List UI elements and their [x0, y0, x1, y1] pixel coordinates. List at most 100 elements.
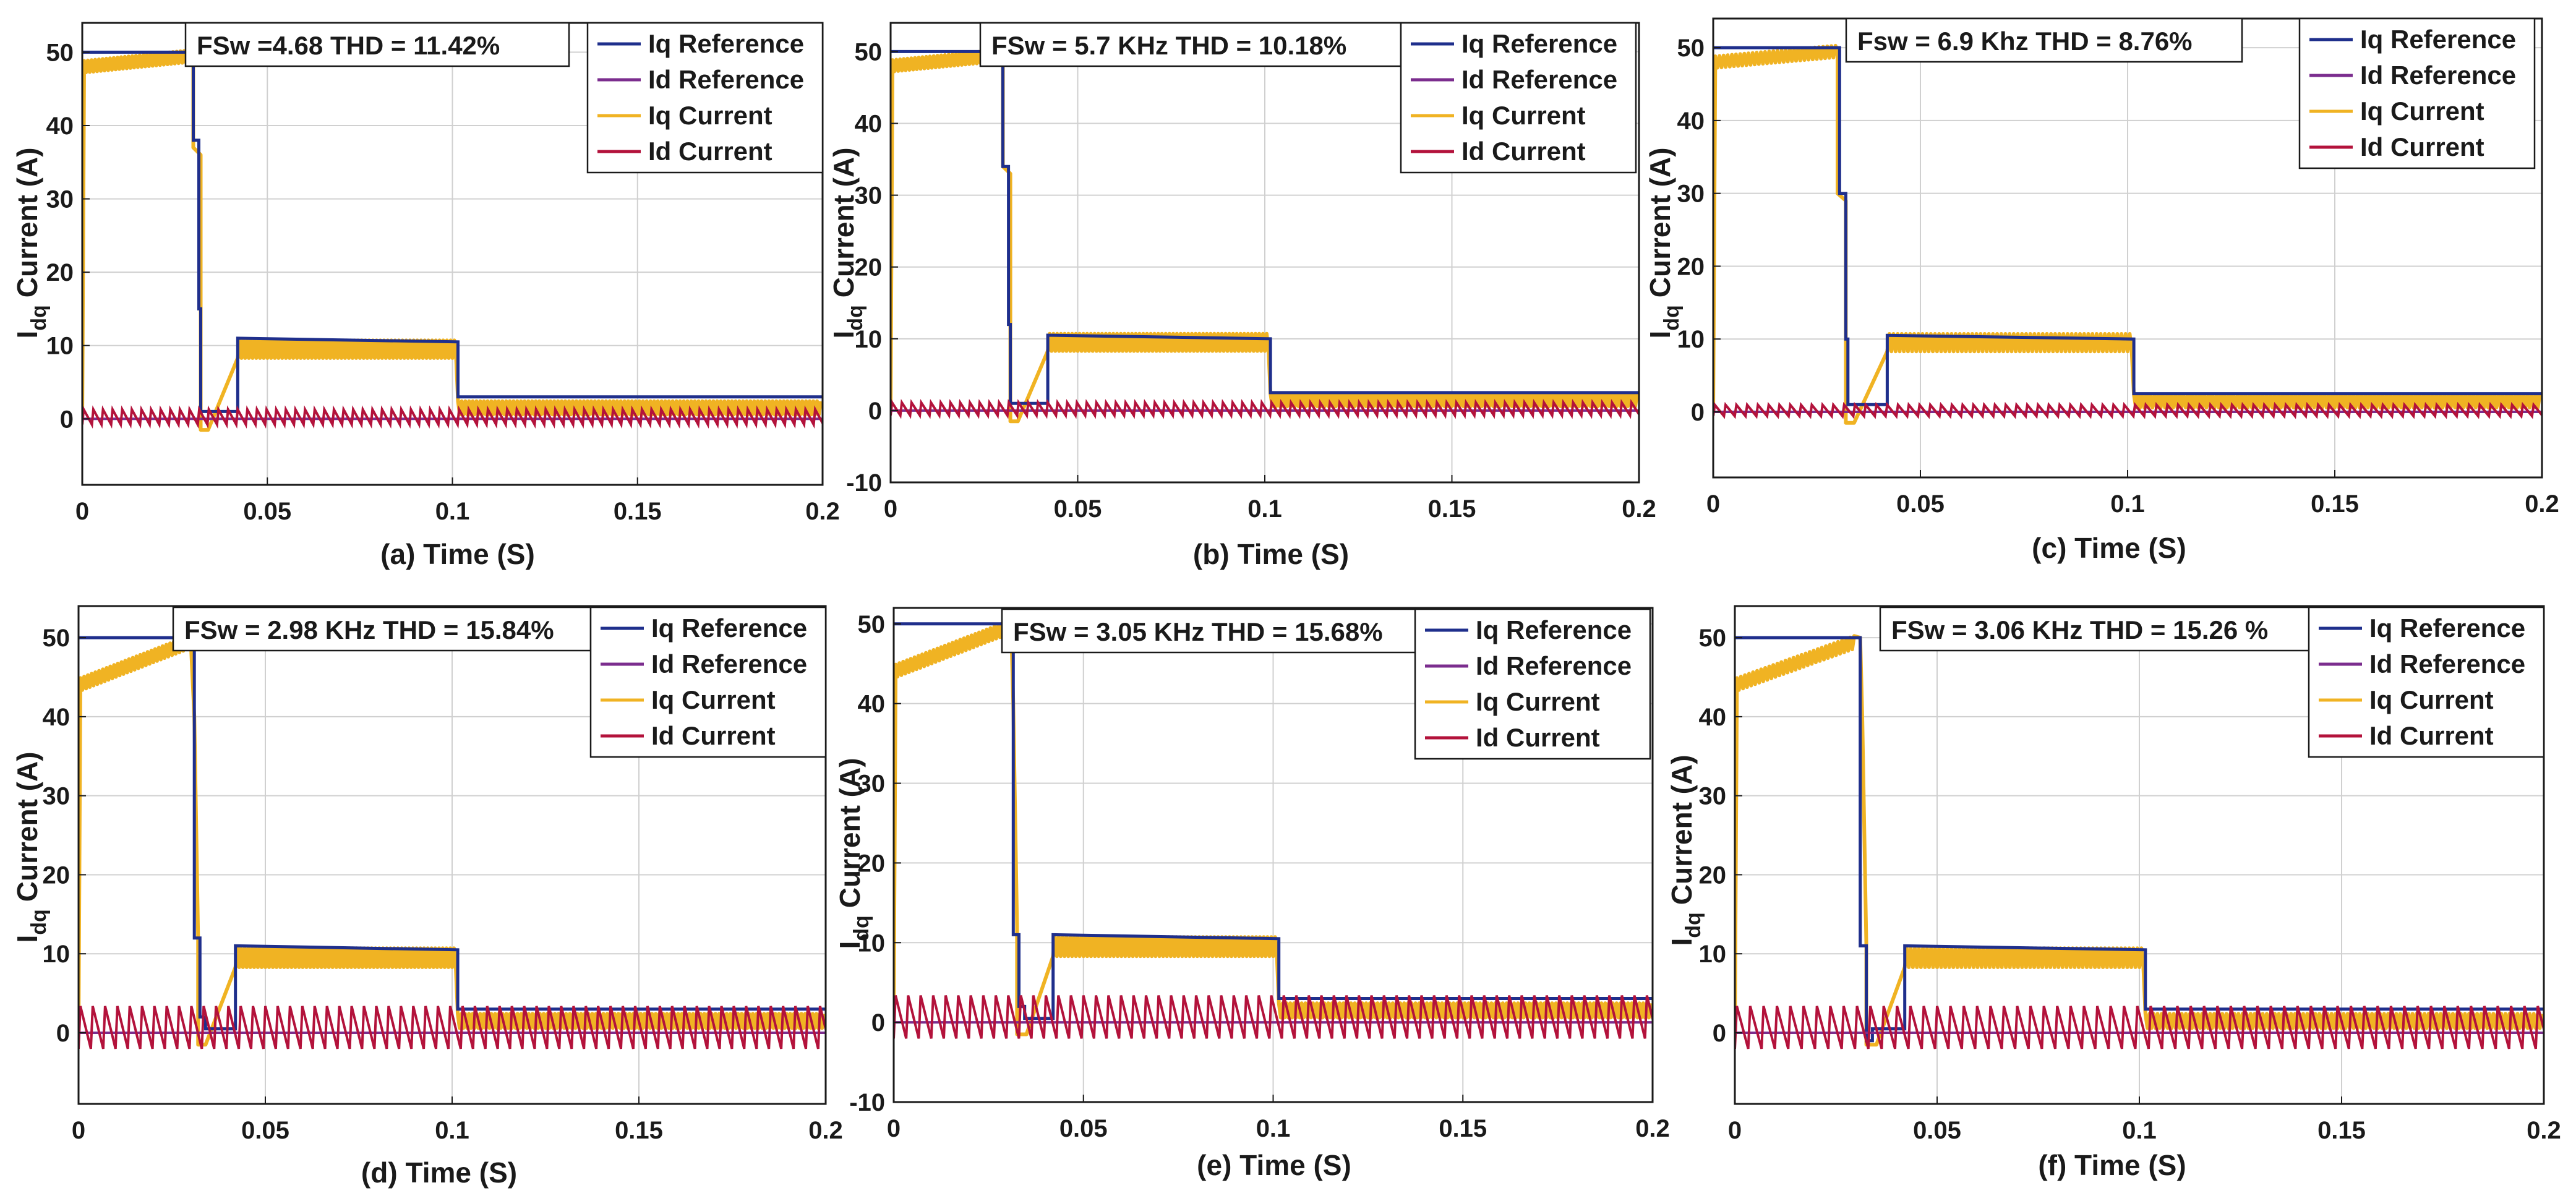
x-tick-label: 0.15 — [1439, 1115, 1487, 1142]
annotation-text: FSw = 3.05 KHz THD = 15.68% — [1013, 617, 1383, 646]
y-tick-label: 50 — [43, 625, 71, 652]
y-tick-label: 30 — [46, 186, 74, 213]
legend-box — [2298, 17, 2536, 169]
series-line-iq-reference — [1735, 636, 2544, 1043]
y-tick-label: 50 — [858, 611, 886, 638]
annotation-box — [979, 22, 1402, 67]
y-tick-label: 0 — [868, 398, 882, 425]
series-line-id-current — [79, 1006, 826, 1049]
y-tick-label: 20 — [43, 861, 71, 889]
series-line-id-current — [1713, 401, 2542, 419]
annotation-box — [1845, 17, 2243, 63]
legend-label-id-reference: Id Reference — [1476, 651, 1632, 680]
series-traces — [82, 48, 823, 432]
y-axis-label: IdqCurrent (A) — [828, 147, 867, 338]
legend-label-iq-reference: Iq Reference — [2360, 25, 2516, 54]
legend-label-iq-reference: Iq Reference — [1461, 29, 1617, 58]
legend-label-iq-current: Iq Current — [648, 101, 772, 130]
x-axis-label: (e) Time (S) — [1197, 1149, 1351, 1181]
y-tick-label: 10 — [858, 930, 886, 957]
y-tick-label: 0 — [1713, 1020, 1726, 1047]
chart-panel-f: 0 0.05 0.1 0.15 0.2 0 10 20 30 40 50 IdqCurrent (A… — [1666, 605, 2561, 1181]
y-tick-label: 10 — [1677, 326, 1705, 353]
x-tick-label: 0.05 — [1059, 1115, 1108, 1142]
y-tick-label: 40 — [858, 691, 886, 718]
annotation-text: FSw =4.68 THD = 11.42% — [197, 31, 500, 60]
y-axis-label: IdqCurrent (A) — [1666, 754, 1705, 946]
x-axis-label: (f) Time (S) — [2038, 1149, 2186, 1181]
series-traces — [894, 620, 1653, 1039]
legend-label-iq-reference: Iq Reference — [2369, 613, 2525, 643]
legend-label-id-current: Id Current — [1476, 723, 1600, 752]
y-tick-label: 50 — [855, 38, 883, 66]
y-tick-label: 40 — [855, 111, 883, 138]
x-tick-label: 0 — [884, 495, 897, 523]
y-axis-label: IdqCurrent (A) — [11, 751, 51, 942]
x-tick-label: 0 — [1706, 490, 1720, 518]
y-tick-label: -10 — [846, 469, 882, 497]
series-line-iq-current — [894, 620, 1653, 1036]
x-tick-label: 0 — [1728, 1117, 1742, 1144]
x-tick-label: 0 — [75, 498, 89, 525]
legend-label-iq-current: Iq Current — [1461, 101, 1586, 130]
x-tick-label: 0.15 — [2317, 1117, 2366, 1144]
series-line-id-current — [894, 995, 1653, 1039]
legend-box — [589, 606, 827, 758]
legend-label-id-reference: Id Reference — [648, 65, 804, 94]
y-tick-label: 20 — [1699, 861, 1727, 889]
series-line-iq-reference — [1713, 46, 2542, 406]
legend-box — [1414, 608, 1651, 760]
annotation-text: Fsw = 6.9 Khz THD = 8.76% — [1857, 27, 2193, 56]
y-tick-label: 10 — [1699, 941, 1727, 968]
y-tick-label: 30 — [1699, 783, 1727, 810]
y-tick-label: 50 — [46, 39, 74, 66]
x-tick-label: 0.15 — [2311, 490, 2359, 518]
y-tick-label: 20 — [1677, 253, 1705, 280]
legend-label-iq-current: Iq Current — [651, 685, 776, 714]
legend-label-iq-reference: Iq Reference — [648, 29, 804, 58]
y-tick-label: 40 — [43, 704, 71, 731]
legend-label-id-current: Id Current — [2369, 721, 2494, 750]
legend-box — [2308, 606, 2545, 758]
x-tick-label: 0.15 — [615, 1117, 663, 1144]
annotation-text: FSw = 3.06 KHz THD = 15.26 % — [1891, 615, 2268, 644]
x-tick-label: 0.2 — [2525, 490, 2559, 518]
y-tick-label: 20 — [46, 259, 74, 286]
legend-label-id-reference: Id Reference — [651, 649, 807, 678]
y-axis-label: IdqCurrent (A) — [11, 147, 51, 338]
legend-label-id-reference: Id Reference — [2360, 61, 2516, 90]
y-tick-label: 30 — [858, 771, 886, 798]
x-tick-label: 0 — [72, 1117, 85, 1144]
x-tick-label: 0.05 — [1913, 1117, 1961, 1144]
series-line-id-current — [82, 405, 823, 429]
x-tick-label: 0.2 — [808, 1117, 843, 1144]
x-tick-label: 0.1 — [2110, 490, 2145, 518]
legend-label-iq-reference: Iq Reference — [651, 613, 807, 643]
chart-panel-a: 0 0.05 0.1 0.15 0.2 0 10 20 30 40 50 IdqCurrent (A… — [11, 22, 840, 570]
legend-label-id-reference: Id Reference — [1461, 65, 1617, 94]
series-line-iq-reference — [79, 636, 826, 1031]
legend-label-id-current: Id Current — [651, 721, 776, 750]
axes: 0 0.05 0.1 0.15 0.2 0 10 20 30 40 50 — [1699, 605, 2561, 1144]
x-tick-label: 0.15 — [614, 498, 662, 525]
annotation-box — [172, 606, 592, 652]
legend-label-iq-current: Iq Current — [2360, 96, 2484, 126]
x-tick-label: 0.15 — [1428, 495, 1476, 523]
x-tick-label: 0.05 — [1054, 495, 1102, 523]
annotation-text: FSw = 5.7 KHz THD = 10.18% — [991, 31, 1346, 60]
y-tick-label: 0 — [1691, 399, 1705, 426]
y-tick-label: 0 — [60, 406, 74, 433]
legend-label-id-current: Id Current — [2360, 132, 2484, 161]
chart-panel-c: 0 0.05 0.1 0.15 0.2 0 10 20 30 40 50 IdqCurrent (A… — [1644, 17, 2559, 564]
series-line-id-current — [891, 399, 1639, 419]
x-tick-label: 0.1 — [435, 498, 470, 525]
legend-label-id-reference: Id Reference — [2369, 649, 2525, 678]
legend-label-iq-reference: Iq Reference — [1476, 615, 1632, 644]
x-tick-label: 0 — [887, 1115, 901, 1142]
series-traces — [1713, 43, 2542, 425]
x-tick-label: 0.2 — [1622, 495, 1656, 523]
y-tick-label: 20 — [855, 254, 883, 281]
